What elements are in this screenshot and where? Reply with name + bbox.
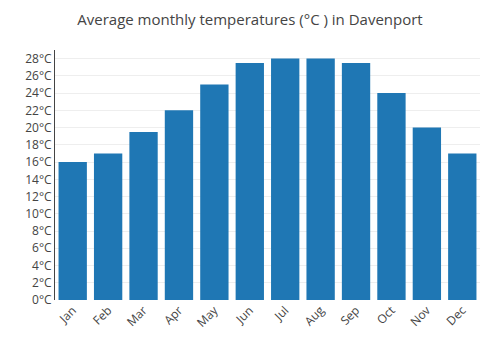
svg-text:18°C: 18°C	[25, 136, 52, 153]
svg-text:Dec: Dec	[442, 302, 469, 329]
svg-text:6°C: 6°C	[32, 239, 52, 256]
svg-text:26°C: 26°C	[25, 67, 52, 84]
svg-text:Sep: Sep	[336, 302, 363, 329]
svg-text:10°C: 10°C	[25, 205, 52, 222]
svg-text:20°C: 20°C	[25, 119, 52, 136]
svg-text:Jun: Jun	[231, 302, 256, 327]
svg-text:Nov: Nov	[406, 302, 434, 330]
svg-text:4°C: 4°C	[32, 257, 52, 274]
svg-text:May: May	[193, 301, 222, 330]
svg-text:8°C: 8°C	[32, 222, 52, 239]
svg-text:16°C: 16°C	[25, 153, 52, 170]
svg-text:24°C: 24°C	[25, 84, 52, 101]
svg-text:Average monthly temperatures (: Average monthly temperatures (°C ) in Da…	[77, 9, 422, 29]
svg-text:Jul: Jul	[270, 302, 292, 324]
svg-text:14°C: 14°C	[25, 171, 52, 188]
svg-text:Oct: Oct	[373, 302, 399, 328]
svg-text:22°C: 22°C	[25, 102, 52, 119]
svg-text:Mar: Mar	[123, 302, 151, 330]
svg-text:28°C: 28°C	[25, 50, 52, 67]
svg-text:12°C: 12°C	[25, 188, 52, 205]
svg-text:Feb: Feb	[89, 302, 115, 328]
svg-text:2°C: 2°C	[32, 274, 52, 291]
svg-text:Jan: Jan	[55, 302, 80, 327]
svg-text:0°C: 0°C	[32, 291, 52, 308]
svg-text:Apr: Apr	[160, 302, 186, 328]
svg-text:Aug: Aug	[300, 302, 328, 330]
